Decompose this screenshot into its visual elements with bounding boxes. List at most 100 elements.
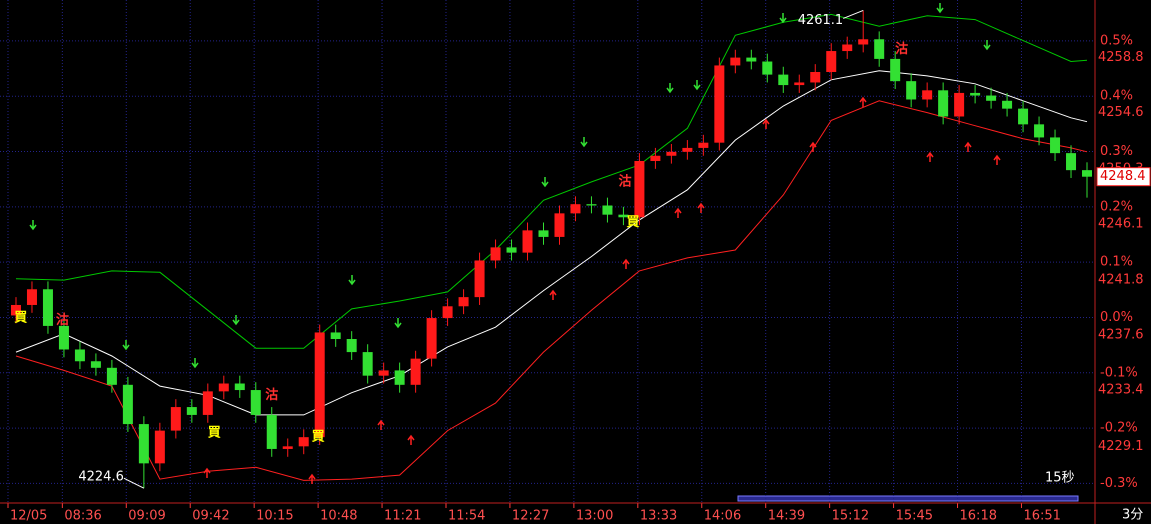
candle-body	[394, 370, 405, 385]
x-tick-label: 16:18	[960, 509, 997, 524]
candle-body	[906, 81, 917, 100]
signal-label: 沽	[619, 173, 632, 189]
y-tick-label: 4229.1	[1098, 439, 1144, 454]
candle-body	[26, 289, 37, 305]
signal-arrow	[549, 289, 557, 300]
y2-tick-label: 0.5%	[1100, 33, 1133, 48]
signal-label: 買	[312, 430, 325, 445]
signal-arrow	[203, 467, 211, 478]
x-tick-label: 10:48	[320, 509, 357, 524]
candle-body	[122, 384, 133, 425]
candle-body	[954, 92, 965, 117]
candle-body	[90, 361, 101, 368]
candle-body	[1082, 170, 1093, 177]
candle-body	[218, 383, 229, 392]
candle-body	[106, 367, 117, 385]
period-label[interactable]: 3分	[1122, 508, 1143, 523]
y2-tick-label: 0.1%	[1100, 255, 1133, 270]
y-tick-label: 4237.6	[1098, 328, 1144, 343]
y-tick-label: 4258.8	[1098, 50, 1144, 65]
candle-body	[42, 289, 53, 326]
signal-arrow	[541, 177, 549, 188]
signal-arrow	[809, 141, 817, 152]
band-line	[15, 70, 1088, 416]
signal-arrow	[308, 473, 316, 484]
y2-tick-label: -0.2%	[1100, 421, 1138, 436]
scrollbar[interactable]	[737, 495, 1079, 502]
candle-body	[778, 74, 789, 86]
x-tick-label: 14:06	[704, 509, 741, 524]
candle-body	[922, 90, 933, 100]
signal-arrow	[622, 258, 630, 269]
signal-label: 買	[14, 311, 27, 326]
signal-arrow	[762, 118, 770, 129]
current-price: 4248.4	[1100, 169, 1146, 184]
signal-arrow	[993, 154, 1001, 165]
candle-body	[346, 339, 357, 353]
candle-body	[666, 151, 677, 156]
signal-arrow	[779, 13, 787, 24]
candle-body	[410, 358, 421, 385]
candle-body	[586, 204, 597, 206]
y-tick-label: 4241.8	[1098, 273, 1144, 288]
candle-body	[154, 430, 165, 464]
candle-body	[698, 142, 709, 148]
signal-label: 買	[208, 426, 221, 441]
candle-body	[1002, 100, 1013, 109]
x-tick-label: 09:42	[192, 509, 229, 524]
y-tick-label: 4233.4	[1098, 383, 1144, 398]
candle-body	[554, 213, 565, 237]
candle-body	[762, 61, 773, 75]
candle-body	[810, 71, 821, 83]
x-tick-label: 13:00	[576, 509, 613, 524]
candle-body	[202, 391, 213, 415]
candle-body	[234, 383, 245, 391]
x-tick-label: 08:36	[64, 509, 101, 524]
candle-body	[826, 51, 837, 72]
x-tick-label: 12:27	[512, 509, 549, 524]
candle-body	[298, 437, 309, 447]
candle-body	[10, 304, 21, 316]
candle-body	[58, 325, 69, 350]
band-line	[15, 13, 1088, 349]
signal-arrow	[666, 83, 674, 94]
y-tick-label: 4254.6	[1098, 105, 1144, 120]
candle-body	[186, 407, 197, 415]
candle-body	[618, 214, 629, 218]
y2-tick-label: -0.3%	[1100, 476, 1138, 491]
candle-body	[1034, 124, 1045, 138]
candle-body	[874, 39, 885, 59]
candle-body	[1050, 137, 1061, 154]
refresh-label: 15秒	[1045, 471, 1075, 486]
candle-body	[266, 414, 277, 449]
candle-body	[138, 424, 149, 464]
candle-body	[714, 65, 725, 143]
candle-body	[426, 318, 437, 359]
x-tick-label: 15:45	[896, 509, 933, 524]
signal-label: 買	[627, 215, 640, 230]
candle-body	[474, 260, 485, 298]
y2-tick-label: 0.0%	[1100, 310, 1133, 325]
candle-body	[746, 57, 757, 62]
y2-tick-label: 0.3%	[1100, 144, 1133, 159]
candle-body	[970, 92, 981, 96]
signal-arrow	[394, 318, 402, 329]
candle-body	[538, 230, 549, 237]
band-line	[15, 100, 1088, 481]
annotation-line	[123, 477, 145, 489]
current-price-box	[1096, 167, 1151, 187]
x-tick-label: 11:54	[448, 509, 485, 524]
signal-label: 沽	[56, 312, 69, 328]
candle-body	[250, 390, 261, 415]
signal-arrow	[964, 141, 972, 152]
candle-body	[570, 204, 581, 214]
candle-body	[938, 90, 949, 117]
candle-body	[842, 44, 853, 52]
candle-body	[522, 230, 533, 253]
signal-label: 沽	[265, 387, 278, 403]
x-tick-label: 10:15	[256, 509, 293, 524]
y2-tick-label: 0.2%	[1100, 199, 1133, 214]
x-tick-label: 11:21	[384, 509, 421, 524]
